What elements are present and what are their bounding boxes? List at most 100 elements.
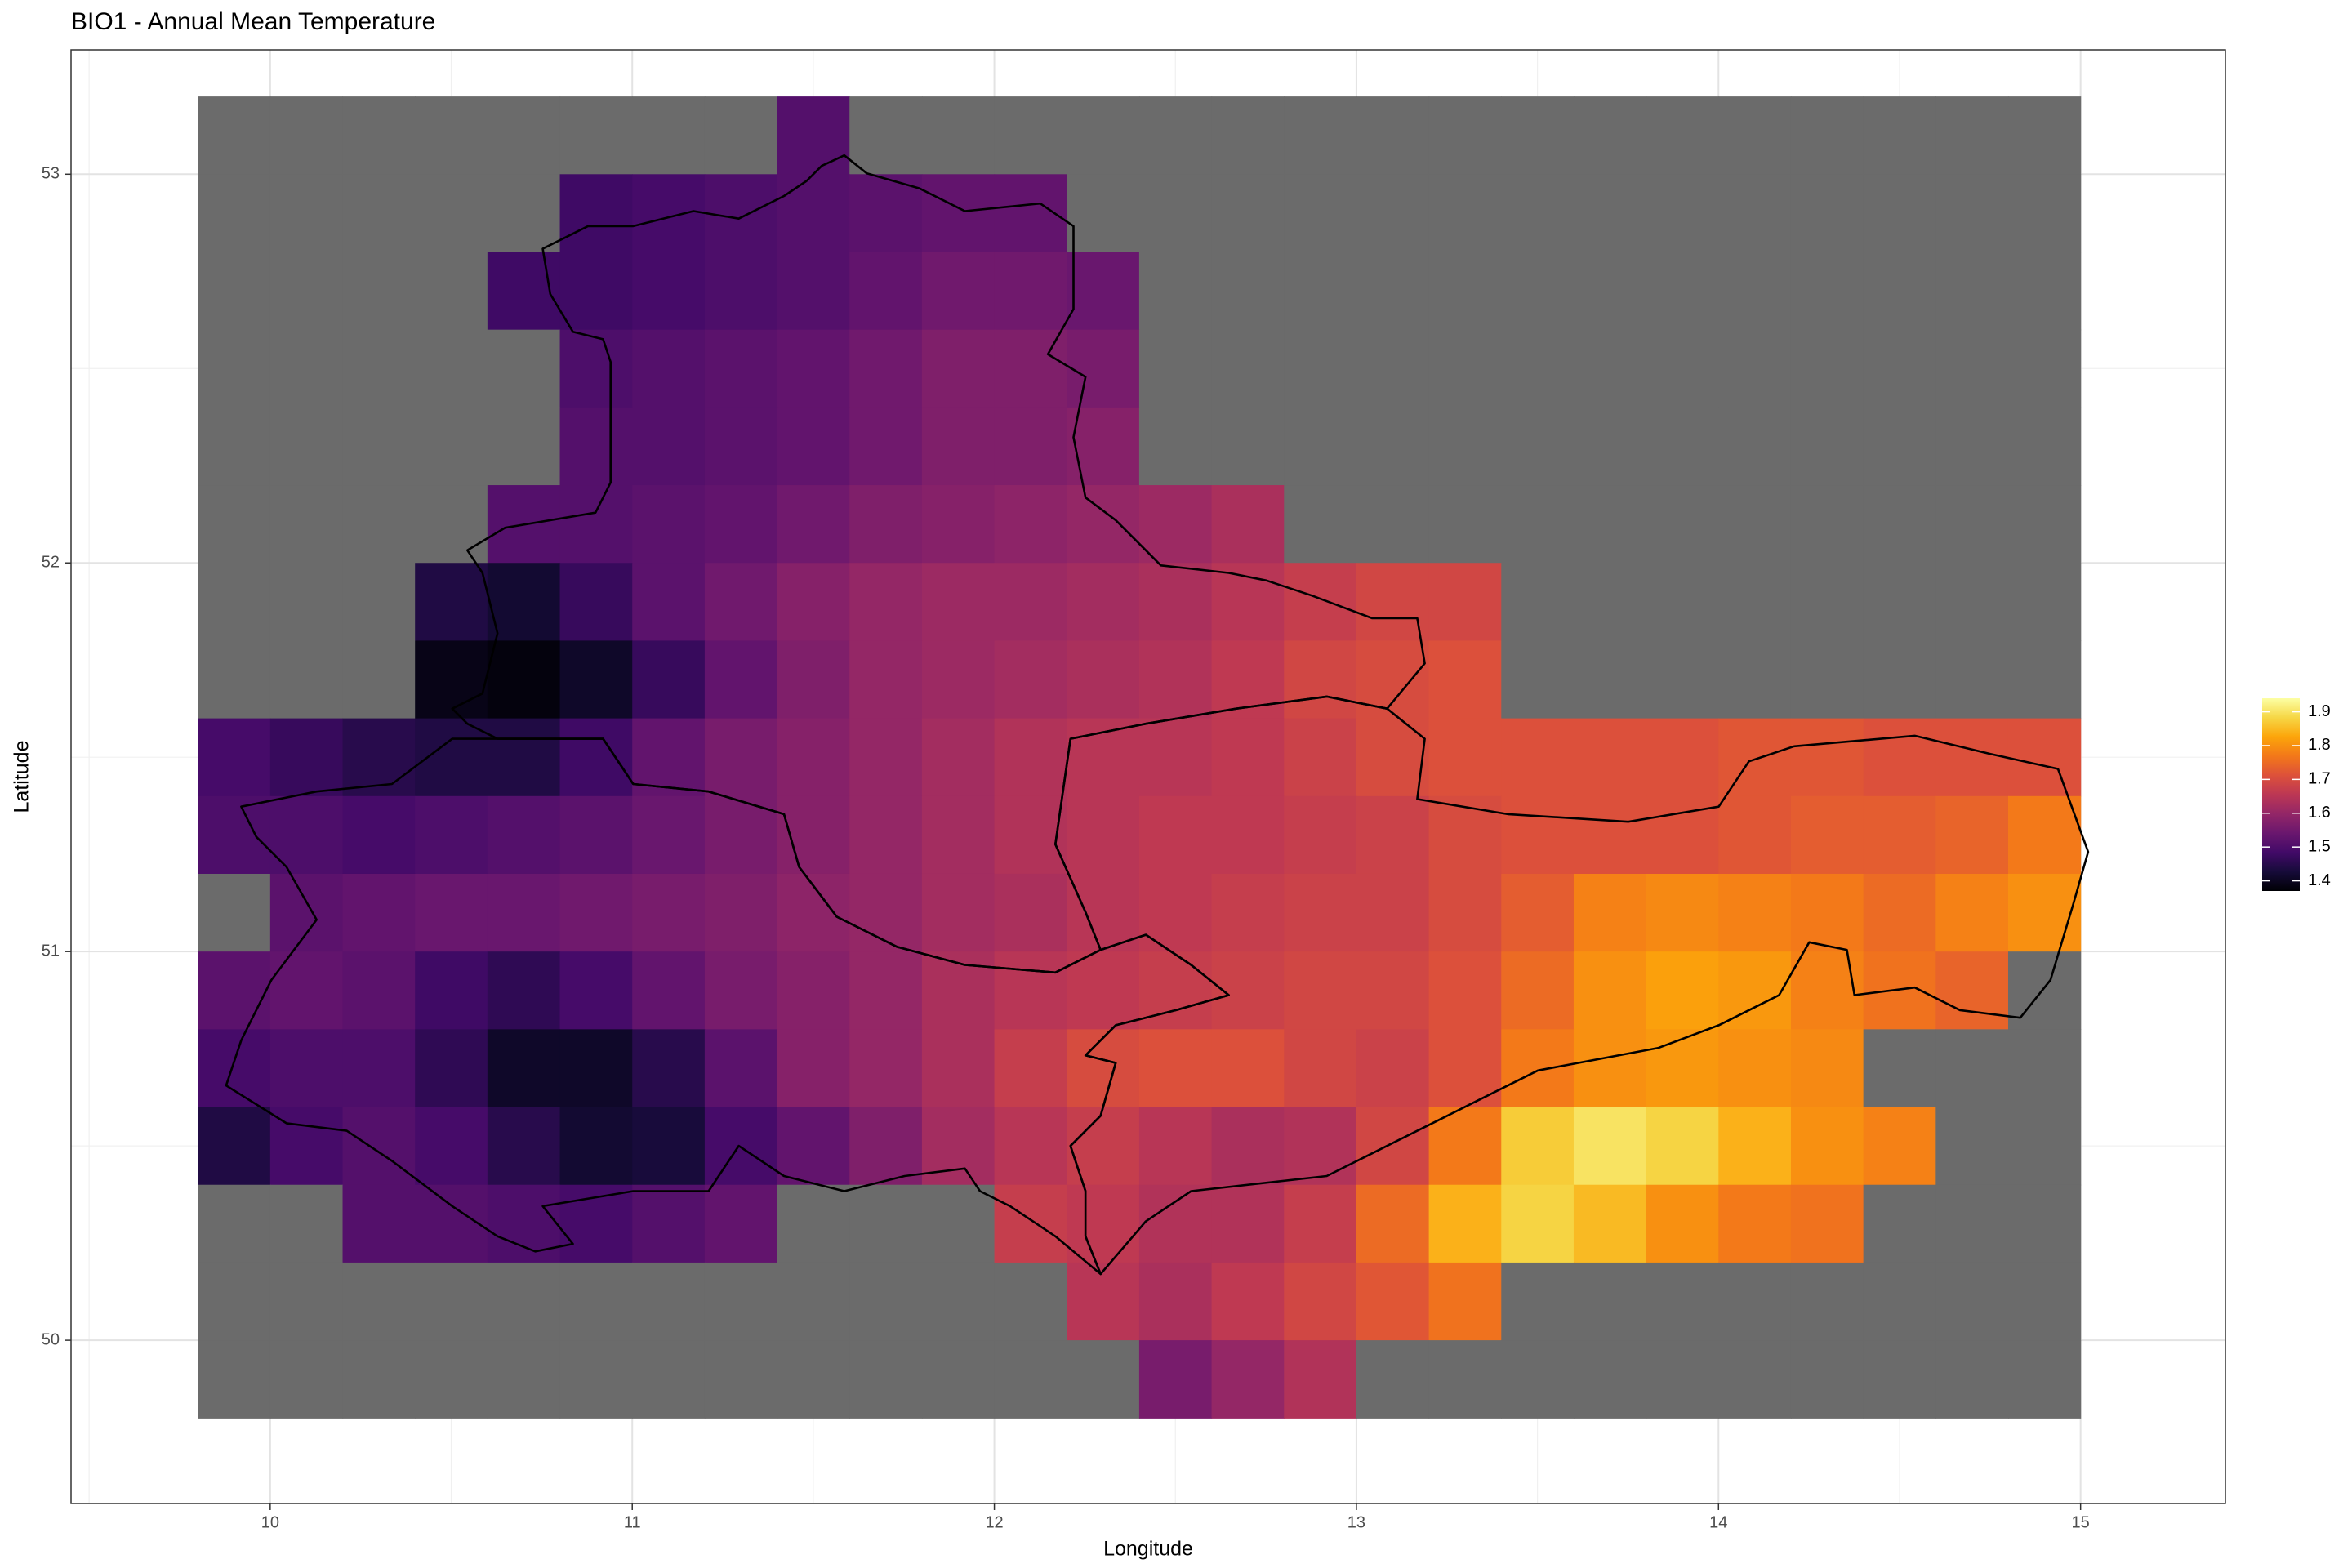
na-cell	[270, 329, 344, 408]
raster-cell	[994, 252, 1067, 331]
raster-cell	[1138, 1340, 1213, 1419]
na-cell	[1501, 1340, 1575, 1419]
raster-cell	[704, 873, 778, 952]
raster-cell	[704, 795, 778, 875]
na-cell	[1646, 407, 1719, 486]
na-cell	[2007, 640, 2082, 719]
na-cell	[1284, 407, 1357, 486]
raster-cell	[1501, 951, 1575, 1030]
raster-cell	[1428, 1262, 1502, 1341]
axes: 10 11 12 13 14 15 50 51 52 53	[42, 165, 2090, 1532]
raster-cell	[849, 1107, 923, 1186]
na-cell	[632, 1262, 706, 1341]
raster-cell	[487, 795, 561, 875]
na-cell	[1790, 1262, 1864, 1341]
raster-cell	[849, 718, 923, 797]
na-cell	[1356, 485, 1430, 564]
na-cell	[1211, 174, 1285, 253]
raster-cell	[342, 873, 416, 952]
raster-cell	[415, 1107, 488, 1186]
raster-cell	[270, 873, 344, 952]
raster-cell	[415, 795, 488, 875]
raster-cell	[1501, 1029, 1575, 1108]
na-cell	[1646, 329, 1719, 408]
raster-cell	[777, 252, 850, 331]
raster-cell	[849, 329, 923, 408]
raster-cell	[1718, 873, 1792, 952]
na-cell	[1646, 174, 1719, 253]
x-tick-label: 15	[2072, 1513, 2090, 1531]
raster-cell	[1790, 951, 1864, 1030]
raster-cell	[704, 329, 778, 408]
y-tick-label: 52	[42, 554, 60, 572]
na-cell	[1790, 563, 1864, 642]
na-cell	[270, 485, 344, 564]
na-cell	[487, 407, 561, 486]
na-cell	[1356, 407, 1430, 486]
na-cell	[342, 329, 416, 408]
raster-cell	[1211, 1107, 1285, 1186]
raster-cell	[559, 174, 633, 253]
na-cell	[1428, 1340, 1502, 1419]
raster-cell	[487, 1029, 561, 1108]
raster-cell	[921, 252, 996, 331]
raster-cell	[1501, 1107, 1575, 1186]
legend-tick-label: 1.6	[2308, 804, 2331, 822]
na-cell	[1863, 1029, 1936, 1108]
raster-cell	[1211, 1262, 1285, 1341]
raster-cell	[921, 563, 996, 642]
raster-cell	[632, 795, 706, 875]
na-cell	[1718, 96, 1792, 175]
na-cell	[270, 1184, 344, 1263]
na-cell	[270, 1340, 344, 1419]
raster-cell	[559, 718, 633, 797]
raster-cell	[632, 1184, 706, 1263]
raster-cell	[777, 1029, 850, 1108]
na-cell	[1067, 1340, 1140, 1419]
na-cell	[1138, 252, 1213, 331]
raster-cell	[921, 329, 996, 408]
raster-cell	[1790, 1184, 1864, 1263]
na-cell	[2007, 1184, 2082, 1263]
na-cell	[1863, 485, 1936, 564]
raster-cell	[704, 485, 778, 564]
na-cell	[1501, 329, 1575, 408]
raster-cell	[1138, 1029, 1213, 1108]
state-boundary	[1054, 695, 2090, 1276]
raster-cell	[994, 1107, 1067, 1186]
na-cell	[1646, 1340, 1719, 1419]
legend-tick-label: 1.9	[2308, 702, 2331, 720]
raster-cell	[1067, 951, 1140, 1030]
na-cell	[994, 96, 1067, 175]
na-cell	[270, 96, 344, 175]
raster-cell	[1356, 563, 1430, 642]
raster-cell	[1284, 1184, 1357, 1263]
raster-cell	[1790, 873, 1864, 952]
na-cell	[1211, 96, 1285, 175]
na-cell	[415, 1340, 488, 1419]
na-cell	[1936, 1107, 2009, 1186]
raster-cell	[777, 96, 850, 175]
na-cell	[1573, 563, 1647, 642]
raster-cell	[198, 1107, 271, 1186]
raster-cell	[632, 951, 706, 1030]
raster-cell	[559, 563, 633, 642]
na-cell	[2007, 1262, 2082, 1341]
na-cell	[921, 96, 996, 175]
raster-cell	[1067, 1262, 1140, 1341]
raster-cell	[415, 640, 488, 719]
raster-cell	[632, 873, 706, 952]
raster-cell	[1211, 485, 1285, 564]
na-cell	[1501, 485, 1575, 564]
raster-cell	[632, 640, 706, 719]
na-cell	[1138, 407, 1213, 486]
na-cell	[2007, 485, 2082, 564]
raster-cell	[849, 1029, 923, 1108]
raster-cell	[777, 1107, 850, 1186]
na-cell	[1936, 640, 2009, 719]
na-cell	[342, 1262, 416, 1341]
na-cell	[921, 1184, 996, 1263]
na-cell	[342, 1340, 416, 1419]
na-cell	[994, 1340, 1067, 1419]
raster-cell	[921, 795, 996, 875]
